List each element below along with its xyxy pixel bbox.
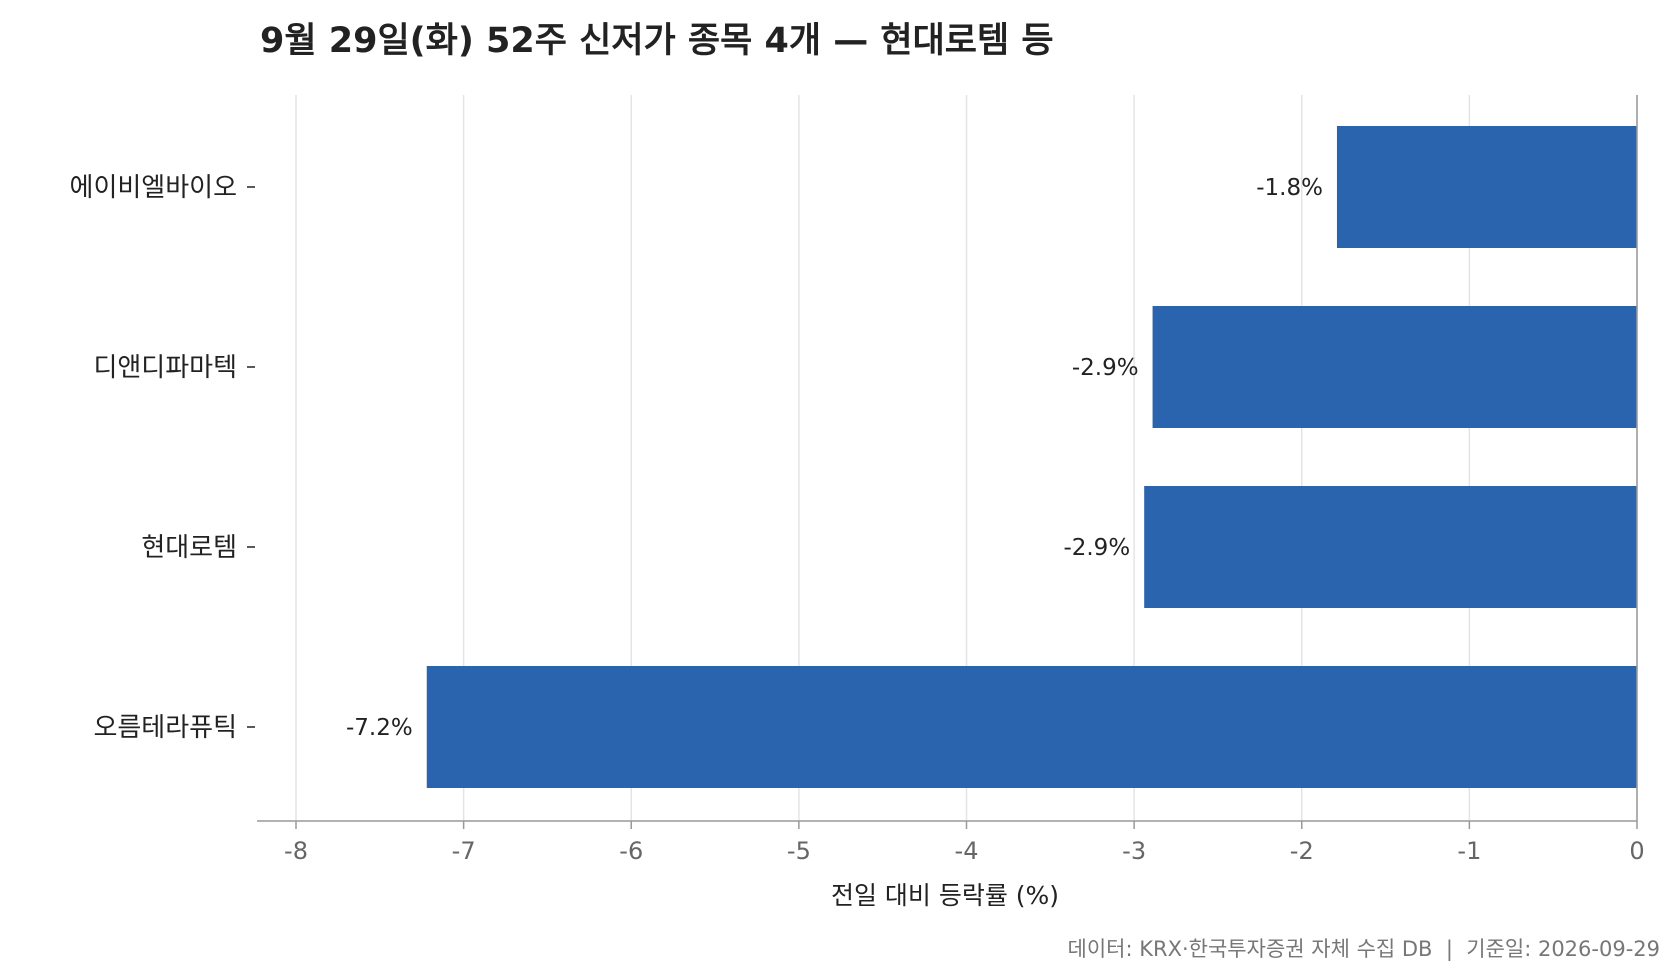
chart-title: 9월 29일(화) 52주 신저가 종목 4개 — 현대로템 등 (260, 21, 1054, 61)
category-label: 현대로템 (141, 533, 237, 563)
source-footnote: 데이터: KRX·한국투자증권 자체 수집 DB | 기준일: 2026-09-… (1068, 937, 1660, 962)
bar (426, 666, 1637, 788)
x-tick-label: -2 (1290, 837, 1314, 865)
data-labels: -1.8% -2.9% -2.9% -7.2% (346, 175, 1323, 741)
data-label: -1.8% (1256, 175, 1323, 201)
category-label: 디앤디파마텍 (93, 353, 237, 383)
x-tick-label: -5 (787, 837, 811, 865)
x-tick-label: 0 (1629, 837, 1644, 865)
category-label: 에이비엘바이오 (70, 173, 237, 203)
x-axis: -8 -7 -6 -5 -4 -3 -2 -1 0 (257, 95, 1645, 865)
bars (426, 126, 1637, 788)
x-tick-label: -8 (284, 837, 308, 865)
bar (1144, 486, 1637, 608)
x-tick-label: -3 (1122, 837, 1146, 865)
x-axis-title: 전일 대비 등락률 (%) (831, 881, 1059, 910)
data-label: -2.9% (1072, 355, 1139, 381)
x-tick-label: -4 (955, 837, 979, 865)
data-label: -2.9% (1063, 535, 1130, 561)
bar (1336, 126, 1637, 248)
category-label: 오름테라퓨틱 (93, 713, 237, 743)
bar (1152, 306, 1637, 428)
x-tick-label: -7 (452, 837, 476, 865)
x-tick-label: -6 (619, 837, 643, 865)
data-label: -7.2% (346, 715, 413, 741)
x-tick-label: -1 (1457, 837, 1481, 865)
